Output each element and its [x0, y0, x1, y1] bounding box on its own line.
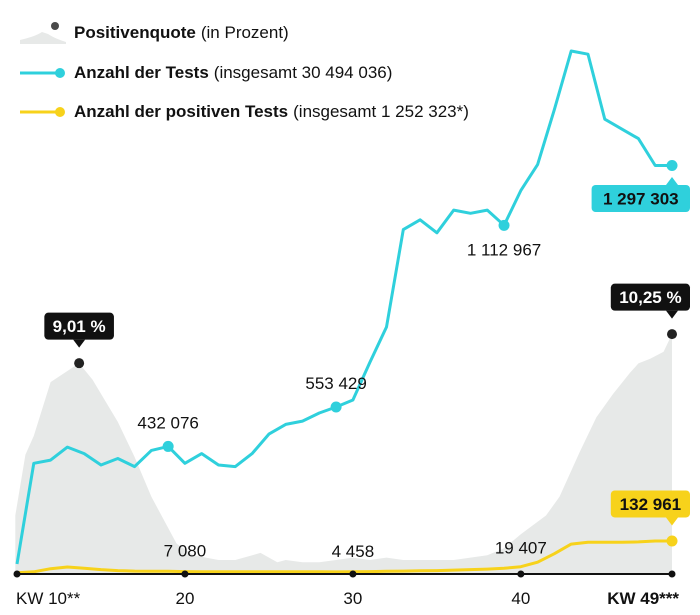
area-swatch-icon — [20, 22, 66, 44]
x-tick-label: 20 — [175, 589, 194, 608]
badge-label: 10,25 % — [619, 288, 681, 307]
data-label: 4 458 — [332, 542, 375, 561]
x-tick-label: KW 10** — [16, 589, 81, 608]
x-tick-label: 40 — [511, 589, 530, 608]
legend-item-positive-tests: Anzahl der positiven Tests (insgesamt 1 … — [18, 99, 469, 125]
badge-label: 1 297 303 — [603, 189, 679, 208]
x-tick-mark — [517, 570, 525, 578]
legend-detail: (insgesamt 30 494 036) — [213, 63, 393, 82]
line-swatch-icon — [20, 68, 65, 78]
x-tick-mark — [181, 570, 189, 578]
x-tick-mark — [668, 570, 676, 578]
line-swatch-dot — [55, 107, 65, 117]
annotations: 9,01 % 10,25 % 432 076 553 429 1 112 967 1 29… — [44, 159, 690, 561]
legend-detail: (insgesamt 1 252 323*) — [293, 102, 469, 121]
data-label: 553 429 — [305, 374, 366, 393]
legend-label: Anzahl der Tests — [74, 63, 209, 82]
data-label: 432 076 — [137, 413, 198, 432]
legend-detail: (in Prozent) — [200, 23, 289, 42]
data-point-marker — [666, 535, 678, 547]
legend-label: Positivenquote — [74, 23, 196, 42]
data-point-marker — [667, 329, 677, 340]
x-tick-label: KW 49*** — [607, 589, 679, 608]
data-point-marker — [498, 219, 510, 231]
data-point-marker — [330, 401, 342, 413]
value-badge — [610, 283, 690, 311]
badge-pointer — [666, 176, 678, 185]
data-point-marker — [162, 440, 174, 452]
positive-rate-area — [15, 334, 673, 574]
data-label: 7 080 — [164, 541, 207, 560]
data-label: 19 407 — [495, 538, 547, 557]
x-tick-mark — [13, 570, 21, 578]
data-label: 1 112 967 — [467, 240, 541, 259]
legend-item-tests: Anzahl der Tests (insgesamt 30 494 036) — [18, 60, 392, 86]
value-badge — [44, 312, 114, 340]
data-point-marker — [74, 358, 85, 369]
legend-item-positive-rate: Positivenquote (in Prozent) — [18, 20, 289, 46]
line-swatch-dot — [55, 68, 65, 78]
line-swatch-icon — [20, 107, 65, 117]
badge-label: 9,01 % — [53, 317, 106, 336]
positive-tests-line — [16, 539, 672, 575]
area-swatch-shape — [20, 32, 66, 44]
area-swatch-dot — [51, 22, 59, 30]
tests-line — [15, 49, 672, 565]
badge-pointer — [666, 310, 678, 319]
value-badge — [591, 184, 690, 212]
badge-pointer — [666, 517, 678, 526]
badge-label: 132 961 — [620, 495, 681, 514]
x-tick-mark — [349, 570, 357, 578]
x-tick-label: 30 — [343, 589, 362, 608]
badge-pointer — [73, 339, 86, 348]
x-axis-ticks: KW 10** 20 30 40 KW 49*** — [13, 570, 679, 608]
legend-label: Anzahl der positiven Tests — [74, 102, 289, 121]
data-point-marker — [666, 159, 678, 171]
value-badge — [610, 490, 690, 518]
